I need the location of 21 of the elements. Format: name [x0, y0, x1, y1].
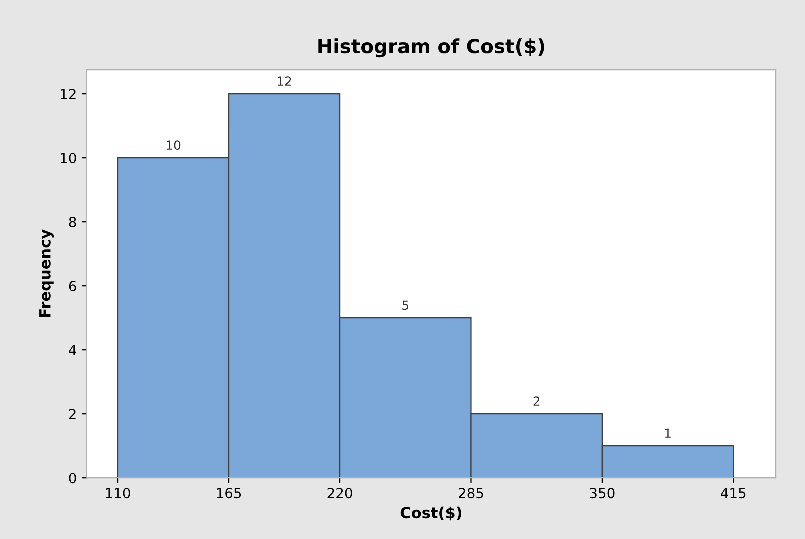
y-tick-label: 2: [69, 409, 76, 420]
y-axis-title: Frequency: [40, 230, 54, 318]
data-label: 2: [534, 396, 540, 406]
x-tick-label: 350: [590, 488, 615, 499]
data-label: 10: [166, 140, 181, 150]
y-tick-label: 4: [69, 345, 76, 356]
chart-title: Histogram of Cost($): [318, 38, 544, 58]
x-tick-label: 220: [328, 488, 352, 499]
data-label: 12: [278, 76, 292, 86]
data-label: 5: [402, 300, 409, 310]
x-tick-label: 110: [106, 488, 130, 499]
y-tick-label: 6: [69, 281, 76, 292]
x-tick-label: 415: [721, 488, 746, 499]
y-tick-label: 10: [61, 153, 76, 164]
x-axis-title: Cost($): [400, 506, 462, 521]
y-tick-label: 12: [61, 89, 76, 100]
y-tick-label: 0: [69, 473, 76, 484]
x-tick-label: 165: [217, 488, 242, 499]
data-label: 1: [665, 428, 671, 438]
x-tick-label: 285: [459, 488, 484, 499]
y-tick-label: 8: [69, 217, 76, 228]
